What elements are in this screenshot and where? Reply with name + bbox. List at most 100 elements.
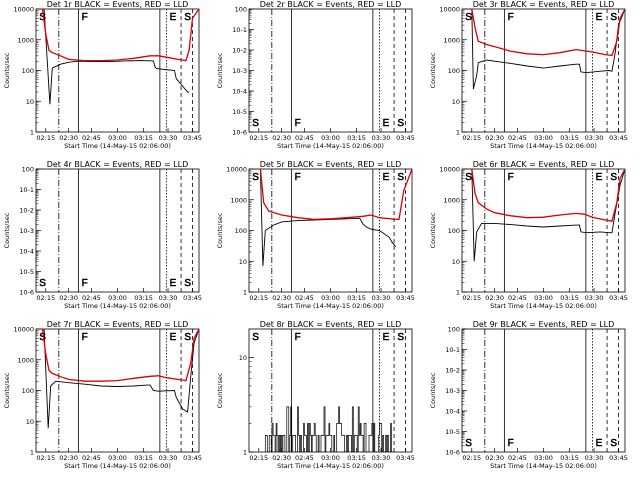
x-tick-label: 02:15 (36, 294, 55, 302)
y-tick-label: 1 (243, 289, 247, 297)
y-tick-label: 10 (452, 98, 460, 106)
x-tick-label: 03:00 (321, 454, 340, 462)
interval-marker-s: S (397, 332, 404, 343)
interval-marker-s: S (465, 172, 472, 183)
x-tick-label: 03:00 (108, 454, 127, 462)
y-tick-label: 10000 (439, 6, 460, 14)
interval-marker-s: S (39, 278, 46, 289)
events-series-line (36, 9, 190, 105)
x-tick-label: 03:30 (159, 134, 178, 142)
lld-series-line (466, 9, 625, 57)
interval-marker-s: S (252, 118, 259, 129)
plot-frame (35, 168, 200, 293)
x-axis-label: Start Time (14-May-15 02:06:00) (277, 142, 384, 150)
plot-area (36, 329, 199, 429)
interval-marker-e: E (596, 172, 603, 183)
y-tick-label: 10-3 (232, 67, 247, 75)
lld-series-line (253, 169, 412, 221)
y-tick-label: 10 (239, 258, 247, 266)
events-series-line (36, 329, 199, 429)
x-tick-label: 02:45 (295, 454, 314, 462)
y-tick-label: 10-2 (445, 367, 460, 375)
interval-marker-f: F (508, 438, 514, 449)
x-tick-label: 02:15 (249, 454, 268, 462)
interval-marker-s: S (397, 172, 404, 183)
plot-frame (461, 328, 626, 453)
y-tick-label: 100 (235, 227, 247, 235)
x-tick-label: 02:45 (295, 294, 314, 302)
interval-marker-s: S (397, 118, 404, 129)
detector-panel-1: Det 1r BLACK = Events, RED = LLD Counts/s… (3, 0, 202, 150)
y-tick-label: 10 (26, 418, 34, 426)
y-tick-label: 10-3 (19, 227, 34, 235)
interval-marker-f: F (508, 12, 514, 23)
x-tick-label: 02:45 (82, 294, 101, 302)
x-tick-label: 02:45 (508, 134, 527, 142)
y-tick-label: 10-1 (232, 26, 247, 34)
x-tick-label: 03:00 (534, 454, 553, 462)
x-axis-label: Start Time (14-May-15 02:06:00) (490, 142, 597, 150)
y-axis-label: Counts/sec (429, 52, 437, 88)
x-tick-label: 03:45 (183, 294, 202, 302)
y-tick-label: 1 (456, 289, 460, 297)
interval-marker-s: S (610, 12, 617, 23)
x-axis-label: Start Time (14-May-15 02:06:00) (277, 302, 384, 310)
interval-marker-s: S (252, 172, 259, 183)
interval-marker-s: S (610, 438, 617, 449)
x-tick-label: 03:45 (609, 454, 628, 462)
plot-area (264, 406, 393, 452)
y-tick-label: 1 (456, 129, 460, 137)
y-tick-label: 10-2 (232, 47, 247, 55)
y-tick-label: 10-6 (445, 449, 460, 457)
x-tick-label: 03:45 (609, 134, 628, 142)
x-axis-label: Start Time (14-May-15 02:06:00) (64, 302, 171, 310)
y-tick-label: 10-1 (19, 186, 34, 194)
plot-frame (248, 328, 413, 453)
x-tick-label: 03:45 (609, 294, 628, 302)
y-axis-label: Counts/sec (216, 212, 224, 248)
y-tick-label: 10-3 (445, 387, 460, 395)
interval-marker-s: S (610, 172, 617, 183)
y-tick-label: 10-4 (445, 408, 460, 416)
interval-marker-s: S (184, 332, 191, 343)
interval-marker-f: F (295, 332, 301, 343)
x-tick-label: 02:30 (59, 294, 78, 302)
x-tick-label: 03:45 (396, 134, 415, 142)
interval-marker-f: F (82, 332, 88, 343)
y-axis-label: Counts/sec (216, 372, 224, 408)
interval-marker-s: S (465, 12, 472, 23)
x-tick-label: 03:15 (347, 134, 366, 142)
x-tick-label: 02:30 (272, 294, 291, 302)
interval-marker-f: F (82, 12, 88, 23)
interval-marker-f: F (82, 278, 88, 289)
x-tick-label: 03:00 (108, 134, 127, 142)
detector-panel-6: Det 6r BLACK = Events, RED = LLD Counts/s… (429, 160, 628, 310)
x-tick-label: 02:30 (59, 134, 78, 142)
x-axis-label: Start Time (14-May-15 02:06:00) (490, 462, 597, 470)
detector-panel-4: Det 4r BLACK = Events, RED = LLD Counts/s… (3, 160, 202, 310)
x-tick-label: 03:15 (134, 294, 153, 302)
x-axis-label: Start Time (14-May-15 02:06:00) (277, 462, 384, 470)
x-tick-label: 03:15 (560, 454, 579, 462)
y-tick-label: 10000 (13, 6, 34, 14)
interval-marker-e: E (383, 172, 390, 183)
y-tick-label: 1000 (17, 356, 34, 364)
y-tick-label: 1000 (443, 36, 460, 44)
y-tick-label: 10 (26, 98, 34, 106)
x-tick-label: 02:45 (295, 134, 314, 142)
y-tick-label: 100 (448, 326, 460, 334)
detector-panel-7: Det 7r BLACK = Events, RED = LLD Counts/s… (3, 320, 202, 470)
y-axis-label: Counts/sec (429, 212, 437, 248)
y-tick-label: 10000 (13, 326, 34, 334)
interval-marker-e: E (170, 332, 177, 343)
plot-area (466, 9, 625, 90)
interval-marker-f: F (295, 172, 301, 183)
x-tick-label: 03:30 (372, 454, 391, 462)
interval-marker-e: E (596, 12, 603, 23)
lld-series-line (36, 329, 199, 382)
x-tick-label: 03:15 (347, 454, 366, 462)
x-tick-label: 02:15 (36, 134, 55, 142)
panel-title: Det 2r BLACK = Events, RED = LLD (260, 0, 402, 9)
plot-area (466, 169, 625, 262)
